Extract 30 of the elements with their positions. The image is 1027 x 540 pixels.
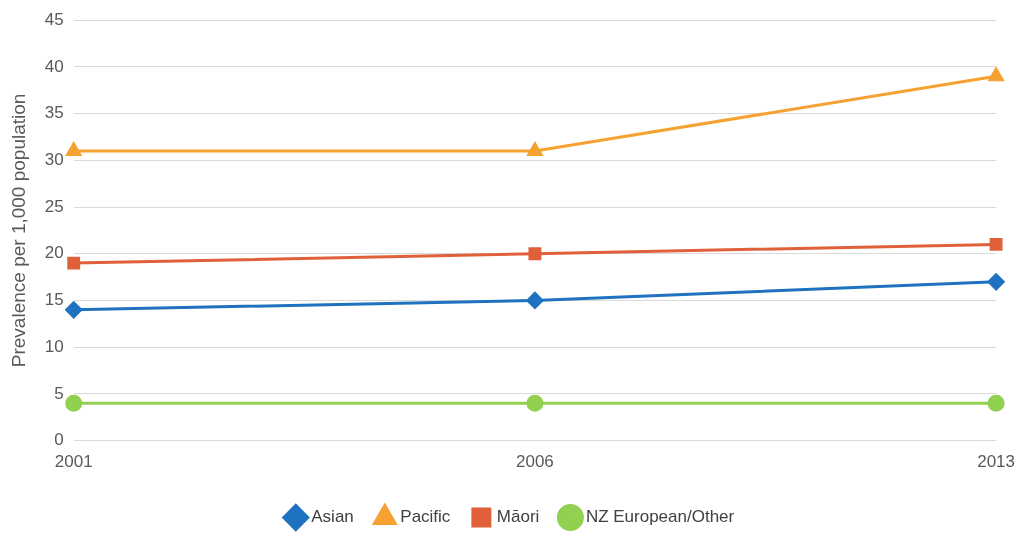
point [987, 273, 1005, 291]
y-tick-label: 40 [44, 56, 64, 76]
point [988, 67, 1004, 82]
y-tick-label: 25 [44, 196, 64, 216]
y-axis-title: Prevalence per 1,000 population [7, 93, 29, 368]
point [65, 301, 83, 319]
point [989, 237, 1003, 251]
y-tick-label: 30 [44, 150, 64, 170]
point [987, 394, 1005, 412]
legend-label: Māori [496, 507, 540, 527]
legend-label: NZ European/Other [585, 507, 735, 527]
x-tick-label: 2013 [977, 452, 1015, 472]
y-tick-label: 45 [44, 9, 64, 29]
y-tick-label: 10 [44, 336, 64, 356]
point [65, 394, 83, 412]
y-tick-label: 15 [44, 290, 64, 310]
point [526, 394, 544, 412]
legend-label: Asian [311, 507, 354, 527]
x-tick-label: 2001 [54, 452, 93, 472]
legend-label: Pacific [400, 507, 451, 527]
point [526, 291, 544, 309]
x-tick-label: 2006 [515, 452, 554, 472]
y-tick-label: 5 [54, 383, 64, 403]
y-tick-label: 35 [44, 103, 64, 123]
point [528, 247, 542, 261]
point [66, 142, 82, 156]
y-tick-label: 0 [54, 430, 64, 450]
point [527, 142, 543, 156]
y-tick-label: 20 [44, 243, 64, 263]
point [67, 256, 81, 270]
